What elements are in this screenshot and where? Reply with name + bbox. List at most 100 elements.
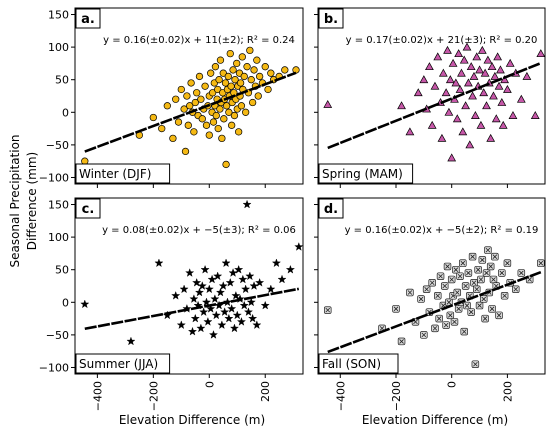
- data-point: [428, 278, 436, 287]
- data-point: [477, 45, 487, 54]
- marker-x: [424, 286, 429, 292]
- data-point: [489, 91, 498, 100]
- data-point: [252, 320, 262, 329]
- data-point: [221, 79, 230, 87]
- marker-x: [470, 254, 475, 259]
- panels-group: −100 −50 0 50 100 150 y = 0.16(±0.02)x + 11(±2…: [39, 7, 546, 411]
- data-point: [425, 62, 434, 71]
- marker-x: [481, 296, 487, 302]
- data-point: [500, 292, 509, 300]
- data-point: [493, 52, 503, 61]
- data-point: [200, 264, 210, 274]
- data-point: [285, 264, 295, 274]
- data-point: [158, 124, 166, 133]
- data-point: [468, 91, 477, 100]
- data-point: [228, 121, 236, 129]
- marker-x: [435, 293, 441, 299]
- regression-line: [327, 61, 542, 150]
- data-point: [220, 307, 230, 316]
- data-point: [464, 269, 473, 277]
- data-point: [522, 71, 532, 80]
- season-label-box: Spring (MAM): [318, 163, 414, 184]
- marker-x: [468, 309, 474, 315]
- season-label: Winter (DJF): [79, 167, 151, 181]
- data-point: [171, 290, 181, 300]
- data-point: [247, 76, 255, 84]
- data-point: [434, 292, 442, 300]
- marker-x: [454, 290, 460, 295]
- data-point: [231, 76, 239, 84]
- data-point: [479, 295, 488, 303]
- data-points: [323, 246, 545, 368]
- data-point: [196, 323, 206, 333]
- data-point: [448, 58, 458, 67]
- data-point: [495, 311, 503, 320]
- data-point: [222, 160, 230, 169]
- data-point: [202, 121, 211, 129]
- marker-x: [477, 303, 482, 308]
- regression-line: [84, 71, 297, 153]
- data-point: [240, 72, 248, 81]
- data-point: [536, 49, 546, 58]
- data-point: [505, 58, 515, 67]
- data-point: [471, 360, 480, 368]
- y-axis-title-line1: Seasonal Precipitation: [8, 134, 22, 267]
- data-point: [225, 277, 235, 287]
- data-point: [462, 42, 472, 51]
- data-point: [459, 55, 469, 64]
- data-point: [455, 84, 465, 93]
- fit-equation: y = 0.16(±0.02)x + 11(±2); R² = 0.24: [103, 35, 295, 46]
- panel-letter: c.: [82, 202, 95, 217]
- data-point: [201, 297, 212, 307]
- data-point: [216, 105, 224, 113]
- panel-letter: a.: [81, 12, 95, 27]
- data-point: [450, 318, 459, 326]
- marker-x: [442, 283, 448, 289]
- marker-x: [438, 273, 443, 279]
- data-point: [465, 140, 475, 149]
- panel-letter-box: c.: [75, 198, 101, 219]
- letter-box-frame: [318, 8, 344, 29]
- data-point: [445, 298, 453, 307]
- data-point: [176, 320, 186, 329]
- data-point: [246, 46, 254, 55]
- data-point: [126, 336, 136, 346]
- data-point: [219, 69, 227, 77]
- y-axis-title-line2: Difference (mm): [25, 152, 39, 250]
- data-point: [470, 111, 480, 119]
- data-point: [406, 288, 414, 297]
- marker-x: [499, 270, 505, 276]
- season-label: Summer (JJA): [79, 357, 158, 371]
- data-point: [177, 85, 185, 94]
- axes-frame: [317, 197, 546, 375]
- data-point: [503, 259, 512, 267]
- marker-x: [480, 257, 485, 263]
- data-point: [453, 288, 462, 297]
- data-point: [478, 256, 487, 264]
- data-point: [516, 94, 526, 103]
- data-point: [212, 111, 220, 120]
- y-tick-label: 0: [62, 106, 69, 119]
- data-point: [231, 290, 241, 300]
- data-point: [437, 133, 447, 142]
- season-box-frame: [75, 163, 171, 184]
- data-point: [184, 121, 192, 129]
- data-point: [243, 63, 251, 71]
- data-point: [229, 323, 240, 333]
- marker-x: [429, 280, 435, 286]
- marker-x: [421, 332, 427, 338]
- data-point: [174, 118, 183, 126]
- marker-x: [325, 307, 331, 313]
- data-point: [438, 68, 448, 77]
- data-point: [209, 118, 218, 126]
- data-point: [215, 76, 223, 84]
- x-tick-label: 0: [203, 381, 216, 388]
- panel-letter-box: b.: [318, 8, 344, 29]
- season-label-box: Summer (JJA): [75, 353, 171, 374]
- data-point: [201, 82, 209, 90]
- marker-x: [379, 326, 385, 331]
- panel-c: −100 −50 0 50 100 150 −400 −200 0 200 y = 0.08(±0.…: [39, 197, 304, 411]
- marker-x: [538, 260, 544, 266]
- marker-x: [491, 277, 496, 282]
- marker-x: [485, 247, 491, 253]
